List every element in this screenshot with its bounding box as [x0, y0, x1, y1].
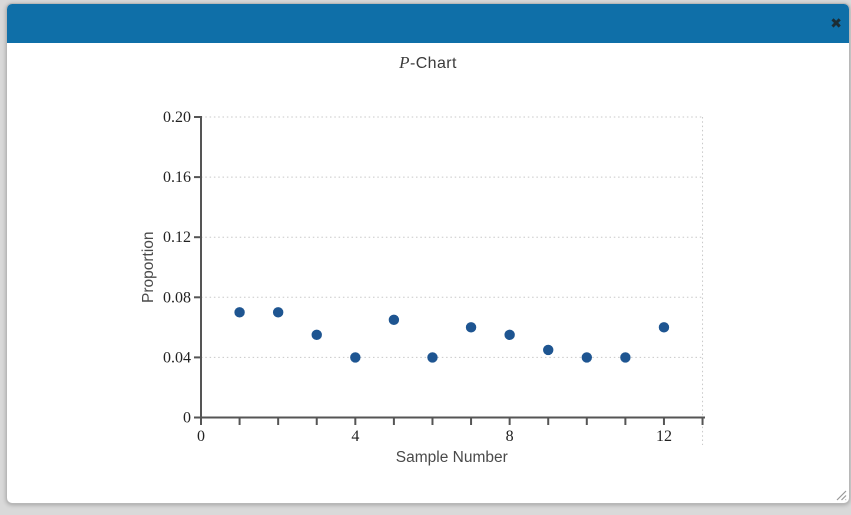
data-point	[272, 307, 284, 318]
data-point	[234, 307, 245, 318]
data-point	[581, 352, 592, 363]
chart-title-italic-p: P	[399, 53, 410, 72]
p-chart-plot: 0 0.04 0.08 0.12 0.16 0.20 0 4 8 12 Sample Number P…	[140, 109, 705, 466]
x-tick-label: 4	[351, 428, 359, 445]
data-point	[350, 352, 361, 363]
resize-grip-lines	[836, 490, 847, 501]
y-tick-label: 0.12	[163, 229, 191, 246]
y-tick-label: 0.08	[163, 289, 191, 306]
data-point	[658, 322, 670, 333]
x-tick-label: 8	[506, 428, 514, 445]
data-point	[620, 352, 631, 363]
close-icon[interactable]: ✖	[830, 15, 842, 32]
chart-title: P-Chart	[7, 53, 849, 73]
data-point	[388, 314, 400, 326]
data-point	[427, 352, 438, 363]
dialog-header[interactable]: ✖	[7, 4, 849, 43]
y-tick-label: 0	[183, 410, 191, 427]
x-tick-label: 12	[656, 428, 672, 445]
resize-grip-icon[interactable]	[834, 488, 847, 501]
data-point	[311, 329, 322, 341]
x-tick-label: 0	[197, 428, 205, 445]
data-point	[504, 329, 515, 341]
y-tick-label: 0.04	[163, 349, 191, 366]
data-point	[465, 322, 477, 333]
chart-title-rest: -Chart	[409, 55, 457, 72]
y-tick-label: 0.16	[163, 169, 191, 186]
data-point	[543, 344, 554, 356]
p-chart-dialog: ✖ P-Chart 0 0.04 0.08 0.12 0.16 0.20 0 4 8 12 Samp…	[6, 3, 850, 504]
x-axis-title: Sample Number	[396, 449, 508, 466]
y-tick-label: 0.20	[163, 109, 191, 126]
y-axis-title: Proportion	[140, 231, 157, 303]
